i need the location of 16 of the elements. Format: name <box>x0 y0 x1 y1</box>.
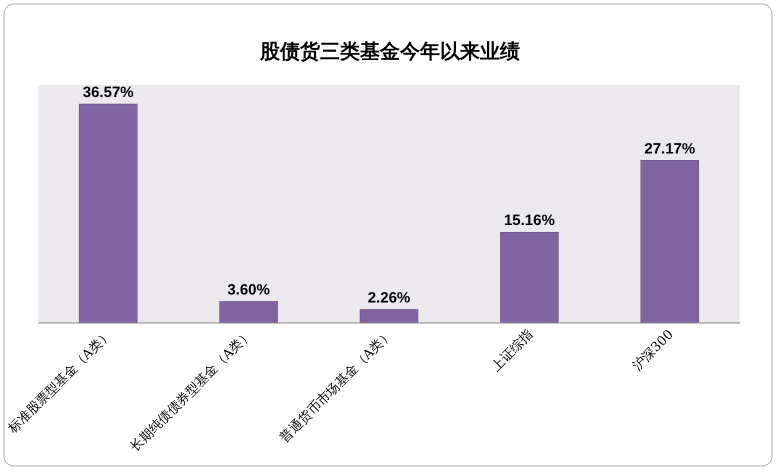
x-tick-label: 普通货币市场基金（A类） <box>276 326 396 446</box>
x-tick-label: 标准股票型基金（A类） <box>5 327 116 438</box>
bar <box>360 309 418 324</box>
data-label: 15.16% <box>504 212 555 230</box>
x-tick-label: 长期纯债债券型基金（A类） <box>128 327 256 455</box>
chart-title: 股债货三类基金今年以来业绩 <box>259 39 520 63</box>
data-label: 2.26% <box>368 289 410 306</box>
data-label: 36.57% <box>82 84 134 101</box>
bar <box>500 232 559 324</box>
x-tick-label: 上证综指 <box>488 327 536 375</box>
data-label: 3.60% <box>227 281 270 298</box>
x-tick-label: 沪深300 <box>629 326 677 374</box>
bar <box>219 301 278 324</box>
bar <box>78 104 138 324</box>
bar <box>640 160 700 324</box>
data-label: 27.17% <box>644 140 696 158</box>
